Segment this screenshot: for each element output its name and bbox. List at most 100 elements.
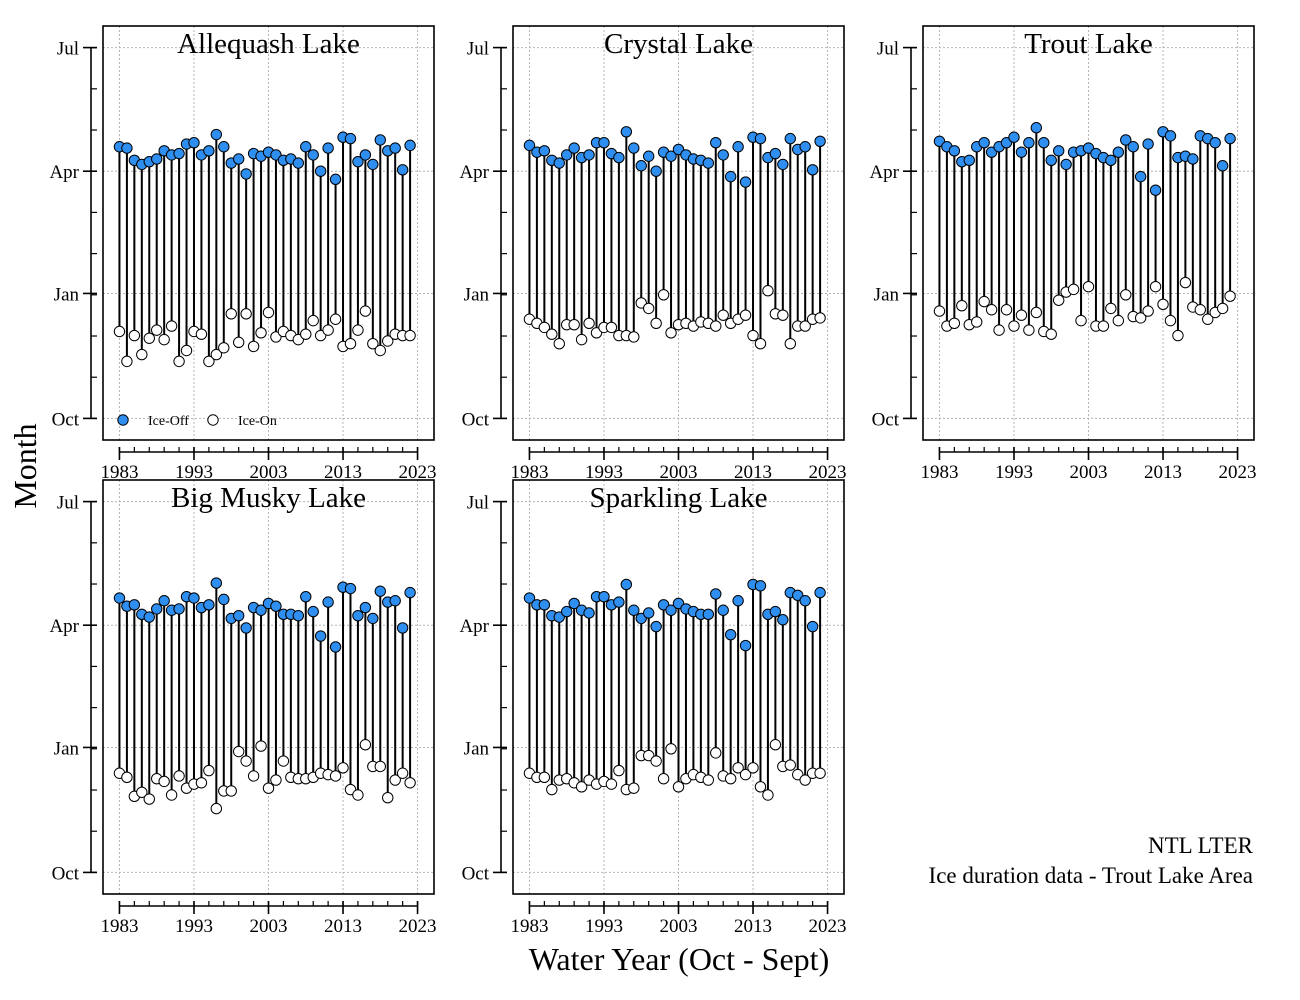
ice-off-point (814, 135, 826, 148)
ice-off-point (642, 607, 655, 619)
ice-off-point (188, 136, 200, 149)
ice-off-point (799, 595, 811, 607)
ice-off-point (1023, 136, 1035, 149)
ice-on-point (270, 774, 282, 786)
ice-off-point (620, 126, 633, 138)
ice-off-point (523, 592, 536, 604)
ice-off-point (635, 160, 647, 172)
ice-on-point (136, 786, 148, 798)
ice-off-point (553, 157, 565, 169)
ice-off-point (1149, 184, 1162, 196)
y-tick-label: Jul (467, 39, 489, 60)
ice-off-point (210, 128, 223, 141)
ice-on-point (203, 764, 215, 777)
ice-off-point (583, 607, 595, 619)
x-tick-label: 1993 (585, 462, 623, 483)
ice-off-point (784, 132, 796, 145)
ice-off-point (538, 599, 551, 611)
ice-off-point (538, 145, 551, 157)
ice-on-point (218, 342, 230, 354)
ice-off-point (367, 612, 379, 625)
panel-crystal-lake: Oct Jan Apr Jul 1983 1993 2003 2013 2023 Crystal … (459, 25, 847, 483)
ice-off-point (359, 601, 372, 614)
ice-off-point (344, 132, 357, 145)
ice-on-point (1142, 305, 1154, 317)
ice-off-point (1187, 153, 1199, 165)
y-tick-label: Oct (52, 863, 80, 884)
ice-on-point (583, 317, 595, 330)
ice-on-point (1216, 302, 1229, 315)
x-tick-label: 2003 (660, 916, 698, 937)
ice-on-point (538, 321, 551, 334)
ice-off-point (799, 141, 811, 153)
ice-on-point (553, 338, 565, 350)
ice-on-point (329, 770, 342, 782)
ice-off-point (151, 153, 163, 165)
ice-off-point (568, 142, 580, 154)
ice-on-point (225, 785, 237, 797)
ice-off-point (523, 139, 536, 152)
ice-off-point (329, 173, 342, 186)
ice-on-point (784, 338, 796, 350)
legend-ice-on-label: Ice-On (238, 414, 277, 429)
ice-off-point (628, 604, 640, 616)
ice-on-point (240, 308, 252, 320)
ice-on-point (158, 775, 170, 788)
ice-off-point (665, 604, 677, 616)
ice-on-point (985, 304, 998, 316)
ice-on-point (710, 320, 722, 332)
ice-on-point (389, 774, 401, 786)
legend-ice-off-marker (117, 414, 129, 426)
ice-on-point (210, 802, 223, 815)
ice-off-point (307, 149, 319, 161)
ice-off-point (359, 149, 372, 161)
panel-frame (512, 479, 845, 895)
x-tick-label: 2023 (1219, 462, 1257, 483)
ice-off-point (717, 604, 729, 616)
y-tick-label: Apr (869, 162, 899, 183)
ice-on-point (374, 760, 386, 773)
ice-on-point (605, 321, 618, 334)
ice-on-point (136, 348, 148, 361)
ice-on-point (1202, 313, 1214, 325)
ice-on-point (352, 324, 364, 336)
ice-on-point (396, 767, 409, 779)
panel-frame (102, 479, 435, 895)
ice-off-point (292, 157, 305, 169)
x-tick-label: 1983 (920, 462, 958, 483)
ice-off-point (1008, 131, 1020, 143)
ice-on-point (657, 289, 670, 301)
x-tick-label: 2013 (324, 462, 362, 483)
ice-on-point (799, 320, 811, 332)
ice-on-point (613, 764, 625, 777)
y-tick-label: Apr (459, 616, 489, 637)
ice-on-point (277, 755, 290, 767)
y-tick-label: Oct (462, 863, 490, 884)
ice-on-point (344, 338, 357, 350)
ice-on-point (1112, 314, 1125, 327)
ice-on-point (1164, 314, 1177, 327)
ice-off-point (240, 622, 252, 634)
ice-off-point (188, 592, 200, 604)
ice-off-point (1015, 146, 1028, 158)
ice-on-point (232, 745, 245, 758)
ice-off-point (814, 586, 826, 599)
ice-on-point (247, 770, 260, 782)
ice-on-point (151, 324, 163, 336)
ice-off-point (642, 150, 655, 162)
ice-off-point (724, 629, 737, 641)
ice-on-point (762, 285, 774, 297)
ice-on-point (352, 789, 364, 801)
ice-on-point (538, 771, 551, 784)
ice-on-point (575, 333, 588, 346)
ice-on-point (732, 762, 744, 774)
ice-on-point (546, 328, 558, 340)
ice-off-point (1120, 134, 1132, 146)
ice-on-point (575, 781, 588, 793)
ice-on-point (971, 316, 983, 328)
ice-on-point (225, 308, 237, 320)
source-note-line2: Ice duration data - Trout Lake Area (929, 863, 1253, 888)
ice-off-point (702, 157, 715, 169)
ice-off-point (1112, 146, 1125, 158)
ice-off-point (173, 603, 185, 615)
